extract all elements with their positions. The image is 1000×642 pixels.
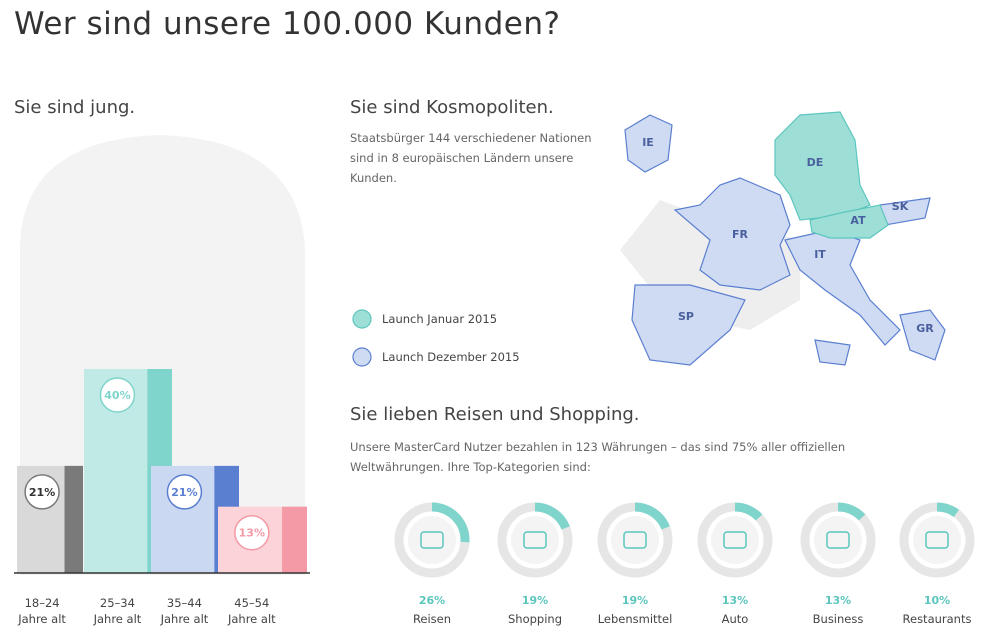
legend-label: Launch Dezember 2015 bbox=[382, 350, 520, 364]
legend-swatch bbox=[352, 309, 372, 329]
country bbox=[673, 177, 791, 291]
value-badge bbox=[234, 514, 270, 551]
value-label: 19% bbox=[622, 594, 648, 607]
country-label: DE bbox=[807, 156, 824, 169]
value-label: 10% bbox=[924, 594, 950, 607]
x-tick-label: 45–54 Jahre alt bbox=[227, 596, 276, 626]
bar-side bbox=[64, 465, 83, 573]
category-label: Shopping bbox=[508, 612, 562, 626]
country-label: GR bbox=[916, 322, 934, 335]
country bbox=[784, 229, 901, 346]
category-label: Business bbox=[813, 612, 864, 626]
country bbox=[624, 114, 673, 173]
country bbox=[899, 309, 946, 361]
ring-center bbox=[711, 516, 759, 564]
ring-center bbox=[511, 516, 559, 564]
page-title: Wer sind unsere 100.000 Kunden? bbox=[14, 6, 561, 42]
section-text: Staatsbürger 144 verschiedener Nationen … bbox=[350, 131, 592, 185]
ring-center bbox=[814, 516, 862, 564]
category-icon bbox=[723, 531, 747, 549]
category-icon bbox=[925, 531, 949, 549]
x-tick-label: 35–44 Jahre alt bbox=[160, 596, 209, 626]
value-badge bbox=[166, 474, 203, 510]
value-label: 40% bbox=[104, 389, 130, 402]
ring-arc bbox=[634, 502, 670, 530]
country-label: IE bbox=[642, 136, 654, 149]
section-title: Sie sind Kosmopoliten. bbox=[350, 97, 554, 118]
x-tick-label: 18–24 Jahre alt bbox=[18, 596, 66, 626]
section-title: Sie sind jung. bbox=[14, 97, 136, 118]
category-label: Auto bbox=[722, 612, 749, 626]
x-tick-label: 25–34 Jahre alt bbox=[93, 596, 142, 626]
category-label: Reisen bbox=[413, 612, 451, 626]
value-label: 19% bbox=[522, 594, 548, 607]
category-label: Restaurants bbox=[903, 612, 972, 626]
country bbox=[809, 204, 889, 239]
value-label: 21% bbox=[171, 486, 197, 499]
ring-arc bbox=[837, 502, 866, 521]
value-badge bbox=[99, 377, 136, 413]
ring-center bbox=[913, 516, 961, 564]
category-icon bbox=[523, 531, 547, 549]
value-label: 13% bbox=[825, 594, 851, 607]
value-label: 21% bbox=[29, 486, 55, 499]
category-label: Lebensmittel bbox=[598, 612, 673, 626]
map bbox=[620, 111, 946, 366]
section-title: Sie lieben Reisen und Shopping. bbox=[350, 404, 640, 425]
bar-side bbox=[282, 506, 307, 573]
ring-arc bbox=[534, 502, 570, 530]
country-label: IT bbox=[814, 248, 826, 261]
country bbox=[814, 339, 851, 366]
ring-arc bbox=[431, 502, 470, 543]
ring-center bbox=[408, 516, 456, 564]
country-label: SP bbox=[678, 310, 694, 323]
ring-arc bbox=[936, 502, 960, 518]
value-label: 26% bbox=[419, 594, 445, 607]
category-icon bbox=[826, 531, 850, 549]
value-label: 13% bbox=[722, 594, 748, 607]
country bbox=[774, 111, 871, 221]
country bbox=[631, 284, 746, 366]
value-label: 13% bbox=[239, 527, 265, 540]
ring-center bbox=[611, 516, 659, 564]
country-label: FR bbox=[732, 228, 749, 241]
value-badge bbox=[24, 474, 60, 510]
category-icon bbox=[623, 531, 647, 549]
legend-swatch bbox=[352, 347, 372, 367]
country-label: AT bbox=[850, 214, 866, 227]
ring-arc bbox=[734, 502, 763, 521]
section-text: Unsere MasterCard Nutzer bezahlen in 123… bbox=[350, 440, 846, 474]
category-icon bbox=[420, 531, 444, 549]
country-label: SK bbox=[892, 200, 909, 213]
legend-label: Launch Januar 2015 bbox=[382, 312, 497, 326]
